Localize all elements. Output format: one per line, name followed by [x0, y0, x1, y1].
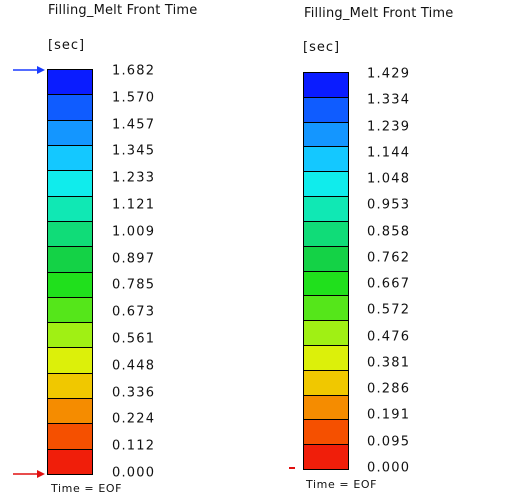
tick-label: 0.476: [367, 329, 410, 344]
tick-label: 1.682: [112, 64, 155, 79]
color-band: [304, 445, 348, 469]
tick-label: 0.572: [367, 303, 410, 318]
tick-label: 1.429: [367, 67, 410, 82]
min-arrow-icon: [12, 468, 46, 480]
color-band: [304, 123, 348, 148]
color-band: [304, 296, 348, 321]
color-band: [304, 321, 348, 346]
color-band: [304, 420, 348, 445]
color-band: [304, 272, 348, 297]
tick-label: 1.009: [112, 224, 155, 239]
color-band: [304, 371, 348, 396]
tick-label: 1.144: [367, 145, 410, 160]
tick-label: 0.191: [367, 408, 410, 423]
tick-label: 1.121: [112, 198, 155, 213]
tick-label: 0.381: [367, 355, 410, 370]
tick-label: 0.000: [367, 461, 410, 476]
tick-label: 0.561: [112, 332, 155, 347]
legend-title: Filling_Melt Front Time: [48, 3, 197, 18]
tick-label: 0.112: [112, 439, 155, 454]
color-band: [48, 171, 92, 196]
tick-label: 0.000: [112, 466, 155, 481]
color-band: [48, 374, 92, 399]
color-band: [48, 95, 92, 120]
color-band: [304, 396, 348, 421]
color-band: [304, 73, 348, 98]
time-footer: Time = EOF: [306, 478, 377, 491]
color-band: [48, 247, 92, 272]
tick-label: 1.345: [112, 144, 155, 159]
color-band: [48, 399, 92, 424]
color-band: [304, 172, 348, 197]
color-scale-bar: [303, 72, 349, 470]
color-band: [48, 348, 92, 373]
tick-label: 0.667: [367, 277, 410, 292]
color-band: [48, 273, 92, 298]
tick-label: 0.095: [367, 434, 410, 449]
color-band: [48, 222, 92, 247]
tick-label: 1.239: [367, 119, 410, 134]
tick-label: 0.336: [112, 385, 155, 400]
tick-label: 0.762: [367, 250, 410, 265]
tick-label: 0.897: [112, 251, 155, 266]
color-band: [48, 323, 92, 348]
tick-label: 1.570: [112, 90, 155, 105]
tick-label: 1.048: [367, 172, 410, 187]
time-footer: Time = EOF: [51, 482, 122, 495]
tick-label: 0.286: [367, 382, 410, 397]
tick-label: 0.448: [112, 358, 155, 373]
tick-label: 1.457: [112, 117, 155, 132]
tick-label: 0.673: [112, 305, 155, 320]
tick-label: 1.334: [367, 93, 410, 108]
color-band: [48, 197, 92, 222]
max-arrow-icon: [12, 64, 46, 76]
color-scale-bar: [47, 69, 93, 475]
legend-unit: [sec]: [303, 40, 340, 55]
min-marker-icon: [288, 466, 296, 470]
color-band: [48, 450, 92, 474]
color-band: [304, 346, 348, 371]
color-band: [304, 147, 348, 172]
color-band: [48, 298, 92, 323]
color-band: [48, 424, 92, 449]
legend-title: Filling_Melt Front Time: [304, 6, 453, 21]
tick-label: 0.224: [112, 412, 155, 427]
color-band: [48, 121, 92, 146]
tick-label: 0.785: [112, 278, 155, 293]
color-band: [48, 70, 92, 95]
color-band: [48, 146, 92, 171]
color-band: [304, 197, 348, 222]
color-band: [304, 247, 348, 272]
color-band: [304, 222, 348, 247]
legend-unit: [sec]: [48, 38, 85, 53]
tick-label: 0.953: [367, 198, 410, 213]
tick-label: 0.858: [367, 224, 410, 239]
color-band: [304, 98, 348, 123]
tick-label: 1.233: [112, 171, 155, 186]
